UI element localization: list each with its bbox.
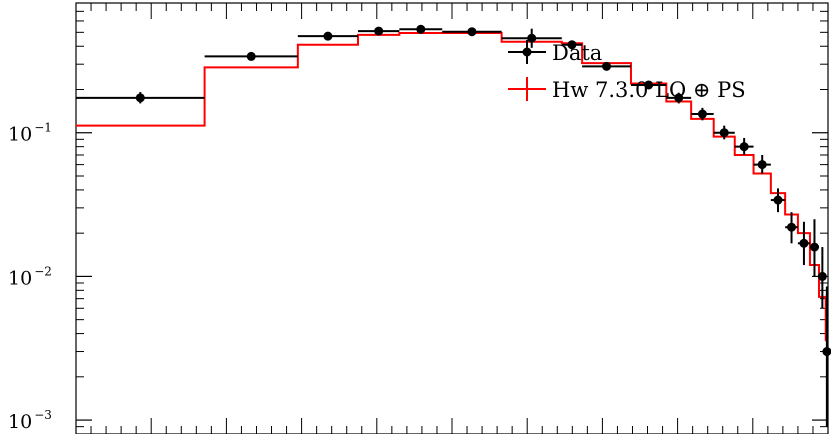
data-marker	[246, 51, 256, 61]
data-point	[817, 247, 827, 309]
legend: Data Hw 7.3.0 LO ⊕ PS	[508, 40, 746, 102]
data-point	[399, 24, 443, 34]
data-marker	[757, 160, 767, 170]
legend-entry-mc: Hw 7.3.0 LO ⊕ PS	[508, 77, 746, 102]
data-point	[561, 40, 583, 50]
data-point	[753, 154, 771, 174]
plot-frame	[75, 2, 829, 434]
legend-label-data: Data	[552, 41, 602, 65]
legend-marker-data-point	[522, 47, 532, 57]
data-marker	[719, 128, 729, 138]
data-marker	[416, 24, 426, 34]
data-point	[297, 31, 358, 41]
data-marker	[739, 142, 749, 152]
y-tick-label: 10 −3	[8, 408, 52, 433]
data-point	[785, 212, 798, 244]
data-marker	[809, 242, 819, 252]
mc-step-line	[76, 31, 828, 342]
data-point	[442, 27, 502, 37]
data-point	[734, 137, 754, 155]
data-marker	[799, 238, 809, 248]
data-point	[770, 188, 786, 213]
data-series	[76, 24, 831, 427]
y-tick-label: 10 −1	[8, 121, 52, 146]
data-point	[76, 92, 205, 104]
data-point	[691, 107, 714, 121]
data-point	[809, 219, 819, 277]
data-marker	[773, 195, 783, 205]
data-marker	[467, 27, 477, 37]
data-marker	[323, 31, 333, 41]
y-tick-label: 10 −2	[8, 264, 52, 289]
data-point	[797, 221, 810, 266]
data-marker	[817, 271, 827, 281]
minor-ticks	[75, 3, 829, 434]
data-marker	[602, 61, 612, 71]
data-marker	[374, 26, 384, 36]
mc-series	[76, 31, 828, 342]
data-marker	[674, 93, 684, 103]
data-marker	[135, 93, 145, 103]
data-point	[358, 26, 400, 36]
legend-label-mc: Hw 7.3.0 LO ⊕ PS	[552, 78, 746, 102]
data-marker	[697, 109, 707, 119]
data-point	[204, 51, 298, 61]
data-marker	[527, 33, 537, 43]
data-point	[666, 92, 692, 104]
data-point	[582, 61, 631, 71]
data-marker	[644, 80, 654, 90]
data-marker	[822, 347, 831, 357]
legend-entry-data: Data	[508, 40, 602, 65]
data-point	[501, 28, 562, 48]
data-point	[713, 125, 735, 140]
data-marker	[567, 40, 577, 50]
data-marker	[787, 222, 797, 232]
data-point	[630, 80, 667, 90]
y-axis: 10−1 10−2 10−3	[8, 121, 828, 433]
data-point	[822, 286, 831, 427]
